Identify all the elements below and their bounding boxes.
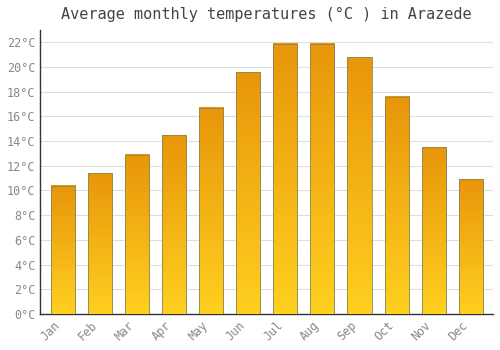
- Bar: [88, 173, 112, 314]
- Bar: [199, 108, 223, 314]
- Bar: [422, 147, 446, 314]
- Bar: [50, 186, 74, 314]
- Bar: [384, 97, 408, 314]
- Bar: [236, 72, 260, 314]
- Title: Average monthly temperatures (°C ) in Arazede: Average monthly temperatures (°C ) in Ar…: [62, 7, 472, 22]
- Bar: [310, 44, 334, 314]
- Bar: [348, 57, 372, 314]
- Bar: [273, 44, 297, 314]
- Bar: [458, 180, 483, 314]
- Bar: [124, 155, 149, 314]
- Bar: [162, 135, 186, 314]
